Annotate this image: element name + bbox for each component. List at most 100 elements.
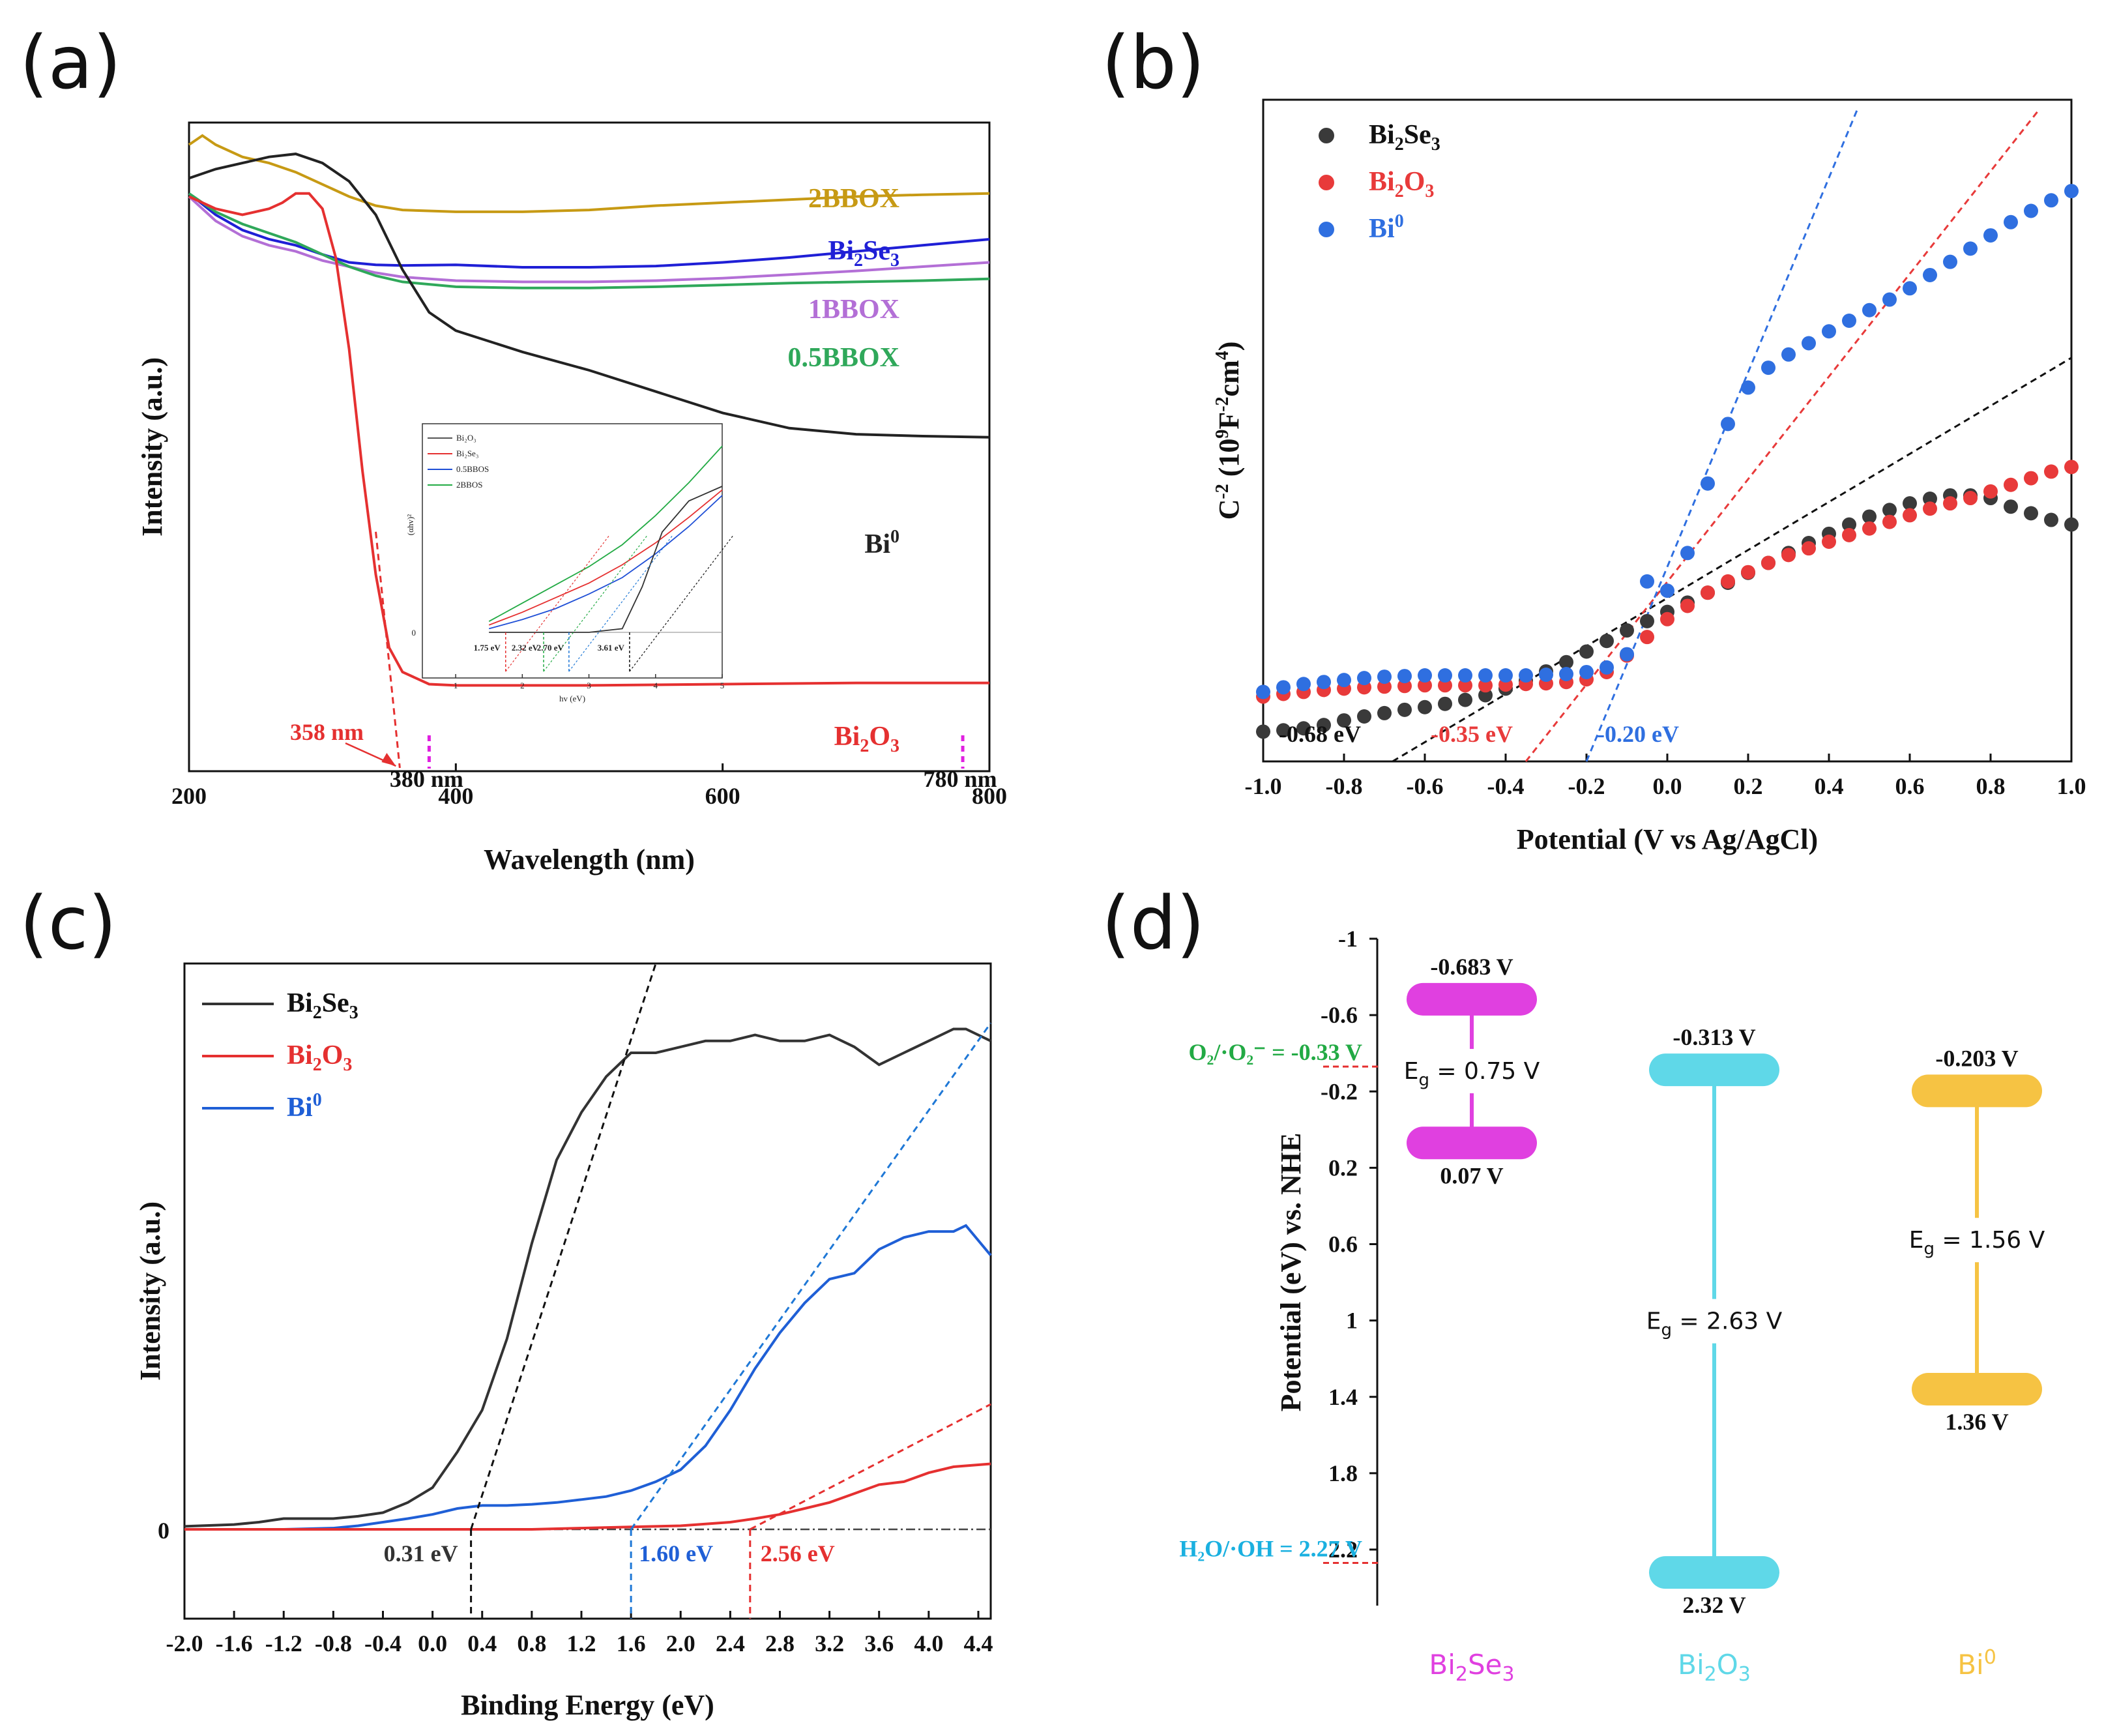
cb-value-Bi0: -0.203 V [1935,1045,2018,1071]
point-Bi0 [1761,360,1775,375]
point-Bi0 [1600,660,1614,675]
point-Bi2O3 [1882,514,1897,529]
x-tick-label-c: 2.0 [666,1630,695,1656]
point-Bi2O3 [1963,491,1978,506]
series-line-Bi2O3 [188,192,989,687]
panel-label-c: (c) [20,881,117,966]
point-Bi2O3 [1721,574,1735,589]
point-Bi0 [1660,583,1674,598]
inset-y-zero: 0 [412,628,416,638]
inset-x-tick-label: 5 [720,681,725,690]
x-tick-label-c: -0.8 [315,1630,352,1656]
point-Bi0 [1377,669,1392,684]
series-line-Bi0 [184,1224,992,1531]
point-Bi0 [1923,267,1937,282]
point-Bi2O3 [1640,630,1654,645]
point-Bi2Se3 [1579,644,1594,659]
inset-x-tick-label: 1 [454,681,458,690]
inset-x-title: hv (eV) [559,694,585,703]
point-Bi2Se3 [1478,688,1493,703]
point-Bi0 [1842,314,1856,329]
point-Bi2O3 [1943,496,1957,511]
x-tick-label-c: 3.2 [815,1630,844,1656]
point-Bi0 [1539,668,1553,683]
point-Bi2O3 [1438,678,1452,693]
inset-legend-Bi2O3: Bi₂O₃ [456,433,476,443]
fit-line-Bi0 [630,1022,992,1530]
point-Bi0 [1721,417,1735,432]
marker-380-label: 380 nm [390,766,463,792]
point-Bi2Se3 [2044,512,2058,527]
y-tick-label-d: 1.8 [1328,1460,1358,1486]
legend-label-Bi2O3: Bi2O3 [1369,167,1434,201]
edge-tangent-a [375,531,401,769]
point-Bi2Se3 [1600,634,1614,649]
inset-frame [422,423,723,679]
point-Bi2O3 [1458,678,1472,693]
inset-gap-tangent-0 [505,534,611,672]
x-tick-label-c: 1.2 [566,1630,596,1656]
point-Bi0 [1903,281,1917,296]
inset-x-tick-label: 3 [587,681,591,690]
y-tick-label-d: 1 [1346,1308,1358,1334]
point-Bi2Se3 [2064,517,2079,532]
bandgap-label-Bi2O3: Eg = 2.63 V [1646,1308,1783,1340]
legend-label-Bi0: Bi0 [287,1090,322,1123]
point-Bi2Se3 [1337,713,1351,728]
y-tick-label-d: -1 [1338,926,1358,952]
x-tick-label-b: -1.0 [1245,773,1282,799]
inset-legend-Bi2Se3: Bi₂Se₃ [456,449,478,458]
point-Bi2Se3 [1620,623,1634,638]
x-tick-label-c: -2.0 [166,1630,203,1656]
series-label-1BBOX: 1BBOX [808,295,899,325]
x-tick-label-c: 0.8 [517,1630,546,1656]
marker-780-label: 780 nm [924,766,997,792]
point-Bi2Se3 [1640,613,1654,628]
material-label-Bi2O3: Bi2O3 [1678,1649,1751,1686]
material-label-Bi0: Bi0 [1957,1646,1996,1681]
fit-line-Bi0 [1585,109,1858,762]
ref-label-H2O/OH: H₂O/·OH = 2.27 V [1179,1535,1362,1561]
panel-b: (b) -1.0 -0.8 -0.6 -0.4 -0.2 0.0 0.2 0.4 0.6 0.8 1.… [1102,21,2086,855]
point-Bi0 [1519,668,1533,683]
fit-line-Bi2Se3 [470,963,657,1530]
x-tick-label-c: -1.6 [216,1630,253,1656]
series-label-Bi0: Bi0 [864,527,899,559]
series-label-Bi2Se3: Bi2Se3 [828,236,899,271]
point-Bi0 [1983,228,1998,243]
inset-legend-0.5BBOS: 0.5BBOS [456,464,489,474]
x-axis-title-b: Potential (V vs Ag/AgCl) [1517,823,1818,855]
point-Bi2O3 [2064,460,2079,475]
inset-x-tick-label: 4 [654,681,658,690]
edge-label-a: 358 nm [290,719,364,745]
x-tick-label-c: 4.4 [963,1630,993,1656]
inset-gap-label-0: 1.75 eV [474,643,501,653]
bandgap-label-Bi0: Eg = 1.56 V [1909,1227,2045,1259]
x-tick-label-b: -0.2 [1568,773,1605,799]
eg-backdrop-Bi2O3 [1636,1299,1792,1344]
point-Bi0 [1579,664,1594,679]
point-Bi2O3 [1781,548,1796,563]
vb-value-Bi2O3: 2.32 V [1682,1592,1746,1618]
fit-label-Bi2O3: -0.35 eV [1431,721,1513,747]
legend-label-Bi0: Bi0 [1369,211,1404,244]
point-Bi0 [1296,677,1311,692]
series-line-0.5BBOX [188,192,990,289]
series-label-2BBOX: 2BBOX [808,184,899,214]
fit-line-Bi2Se3 [1392,357,2072,763]
x-tick-label-b: -0.4 [1487,773,1525,799]
panel-label-a: (a) [20,21,121,106]
inset-y-title: (αhv)² [405,514,415,535]
point-Bi2O3 [1377,679,1392,694]
point-Bi0 [1397,669,1412,684]
point-Bi0 [1781,347,1796,362]
x-tick-label-a: 600 [705,783,740,809]
x-tick-label-c: 2.4 [716,1630,745,1656]
point-Bi0 [1620,647,1634,662]
point-Bi2Se3 [1559,655,1573,669]
fit-line-Bi2O3 [750,1403,991,1531]
point-Bi2O3 [2004,477,2018,492]
legend-marker-Bi0 [1319,222,1334,237]
legend-label-Bi2Se3: Bi2Se3 [1369,120,1440,154]
